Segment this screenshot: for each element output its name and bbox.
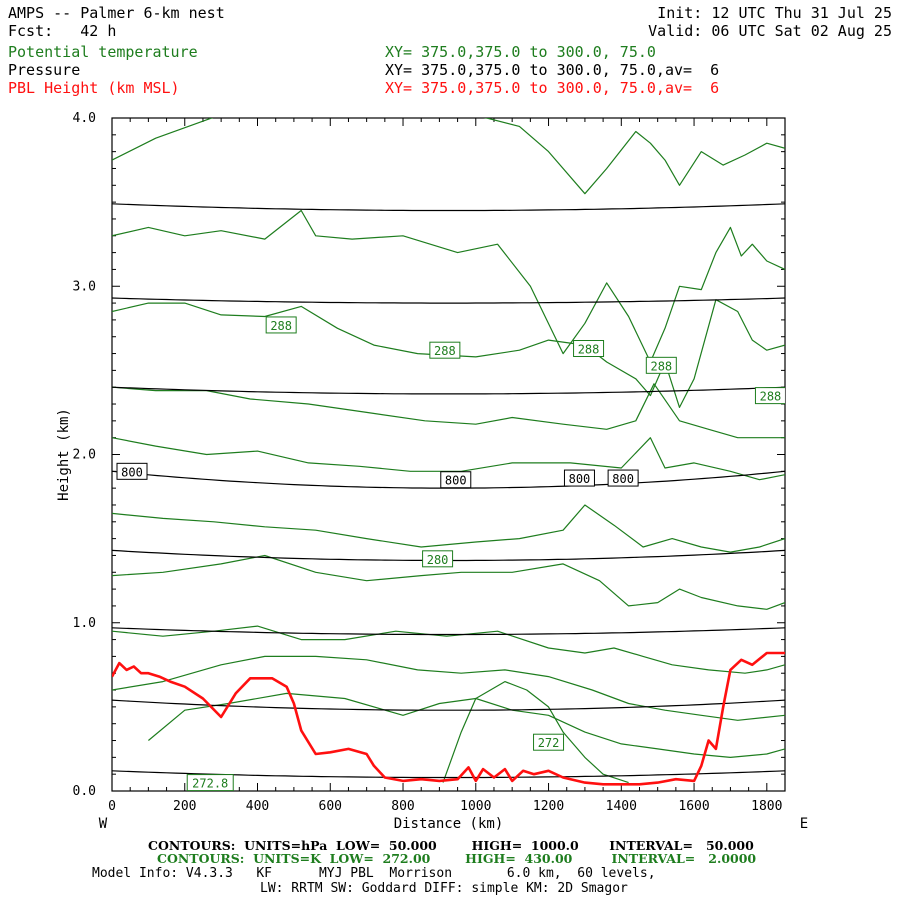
theta-contour-label: 280 xyxy=(427,553,449,567)
field-pbl-height-xy: XY= 375.0,375.0 to 300.0, 75.0,av= 6 xyxy=(385,79,720,97)
theta-contour-label-box xyxy=(645,356,677,374)
theta-contour-label: 288 xyxy=(270,319,292,333)
theta-contour-line xyxy=(112,299,785,408)
y-tick-label: 1.0 xyxy=(73,616,96,631)
pressure-contour-label: 800 xyxy=(445,474,467,488)
x-tick-label: 200 xyxy=(173,799,196,814)
y-tick-label: 0.0 xyxy=(73,784,96,799)
app-title: AMPS -- Palmer 6-km nest xyxy=(8,4,225,22)
field-pbl-height-label: PBL Height (km MSL) xyxy=(8,79,180,97)
pressure-contour-line xyxy=(112,203,785,212)
footer-theta-contours: CONTOURS: UNITS=K LOW= 272.00 HIGH= 430.… xyxy=(157,851,757,866)
pressure-contour-line xyxy=(112,386,785,395)
pressure-contour-label: 800 xyxy=(569,472,591,486)
x-tick-label: 1000 xyxy=(460,799,491,814)
theta-contour-label-box xyxy=(265,316,297,334)
field-pressure-xy: XY= 375.0,375.0 to 300.0, 75.0,av= 6 xyxy=(385,61,720,79)
theta-contour-line xyxy=(148,692,785,758)
theta-contour-line xyxy=(442,681,629,784)
init-time: Init: 12 UTC Thu 31 Jul 25 xyxy=(657,4,892,22)
pressure-contour-label-box xyxy=(563,469,595,487)
pressure-contour-label: 800 xyxy=(121,465,143,479)
theta-contour-label-box xyxy=(573,340,605,358)
theta-contour-label-box xyxy=(533,733,565,751)
x-tick-label: 1400 xyxy=(606,799,637,814)
forecast-hour: Fcst: 42 h xyxy=(8,22,117,40)
theta-contour-label: 288 xyxy=(650,359,672,373)
field-pressure-label: Pressure xyxy=(8,61,81,79)
theta-contour-line xyxy=(112,504,785,553)
x-tick-label: 0 xyxy=(108,799,116,814)
theta-contour-line xyxy=(112,209,785,363)
west-end-label: W xyxy=(99,816,108,832)
theta-contour-label-box xyxy=(186,774,234,791)
east-end-label: E xyxy=(800,816,808,832)
x-axis-label: Distance (km) xyxy=(394,816,504,832)
theta-contour-label: 288 xyxy=(760,390,782,404)
field-potential-temperature-label: Potential temperature xyxy=(8,43,198,61)
footer-model-info: Model Info: V4.3.3 KF MYJ PBL Morrison 6… xyxy=(92,866,656,881)
field-potential-temperature-xy: XY= 375.0,375.0 to 300.0, 75.0 xyxy=(385,43,656,61)
x-tick-label: 1200 xyxy=(533,799,564,814)
valid-time: Valid: 06 UTC Sat 02 Aug 25 xyxy=(648,22,892,40)
theta-contour-line xyxy=(112,437,785,481)
pressure-contour-line xyxy=(112,627,785,636)
theta-contour-line xyxy=(112,383,785,439)
pressure-contour-line xyxy=(112,297,785,304)
theta-contour-label-box xyxy=(754,387,785,405)
pressure-contour-label-box xyxy=(607,469,639,487)
x-tick-label: 1600 xyxy=(678,799,709,814)
theta-contour-line xyxy=(112,118,785,195)
theta-contour-label: 272 xyxy=(538,736,560,750)
theta-contour-line xyxy=(112,655,785,721)
theta-contour-label-box xyxy=(429,341,461,359)
pressure-contour-label-box xyxy=(440,471,472,489)
pressure-contour-label: 800 xyxy=(612,472,634,486)
y-tick-label: 3.0 xyxy=(73,279,96,294)
x-tick-label: 600 xyxy=(319,799,342,814)
pressure-contour-line xyxy=(112,699,785,711)
x-tick-label: 400 xyxy=(246,799,269,814)
pbl-height-line xyxy=(112,651,785,786)
theta-contour-line xyxy=(112,625,785,674)
y-tick-label: 2.0 xyxy=(73,448,96,463)
theta-contour-label: 288 xyxy=(434,344,456,358)
pressure-contour-label-box xyxy=(116,462,148,480)
theta-contour-label: 288 xyxy=(578,343,600,357)
x-tick-label: 800 xyxy=(391,799,414,814)
y-axis-label: Height (km) xyxy=(56,408,72,501)
x-tick-label: 1800 xyxy=(751,799,782,814)
theta-contour-label-box xyxy=(422,550,454,568)
y-tick-label: 4.0 xyxy=(73,111,96,126)
theta-contour-label: 272.8 xyxy=(192,777,228,791)
footer-model-info-2: LW: RRTM SW: Goddard DIFF: simple KM: 2D… xyxy=(260,881,628,896)
footer-pressure-contours: CONTOURS: UNITS=hPa LOW= 50.000 HIGH= 10… xyxy=(148,838,754,853)
plot-content: 288 288 288 288 288 280 272 272.8 800 800 800 800 xyxy=(112,118,785,791)
